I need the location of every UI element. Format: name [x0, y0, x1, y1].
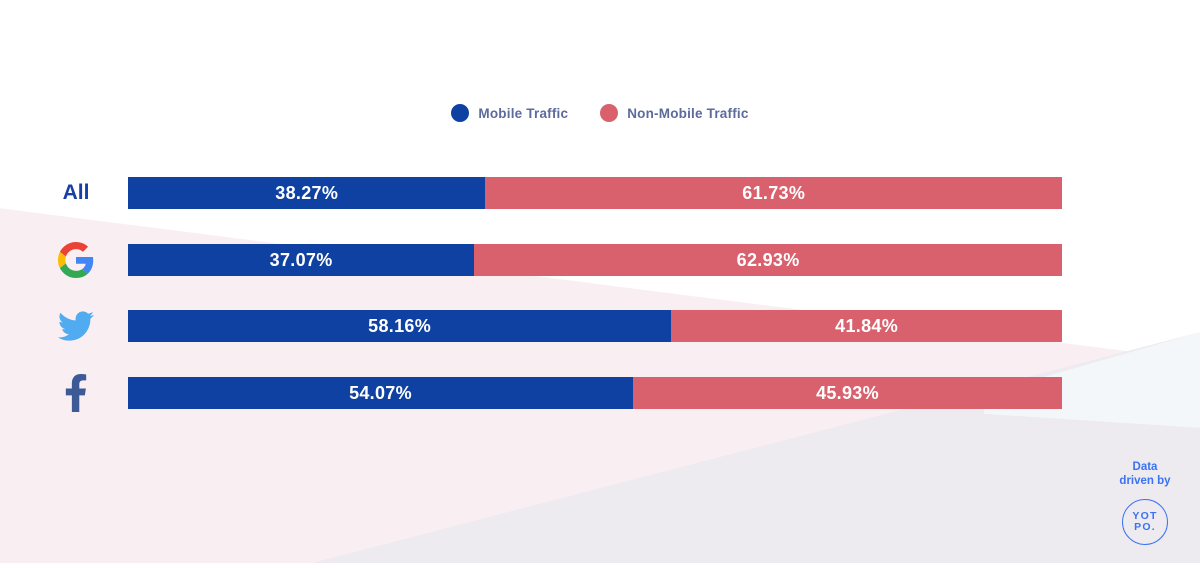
row-label-facebook — [30, 374, 122, 412]
segment-facebook-non-mobile-traffic[interactable]: 45.93% — [633, 377, 1062, 409]
value-label: 62.93% — [736, 249, 800, 270]
facebook-icon — [65, 374, 87, 412]
yotpo-credit: Data driven by YOT PO. — [1095, 460, 1195, 545]
segment-all-non-mobile-traffic[interactable]: 61.73% — [485, 177, 1062, 209]
segment-facebook-mobile-traffic[interactable]: 54.07% — [128, 377, 633, 409]
value-label: 37.07% — [269, 249, 333, 270]
chart-row-facebook: 54.07% 45.93% — [0, 374, 1200, 412]
stacked-bar-all: 38.27% 61.73% — [128, 177, 1062, 209]
credit-line-1: Data — [1132, 461, 1158, 473]
row-label-twitter — [30, 310, 122, 342]
value-label: 58.16% — [368, 315, 432, 336]
segment-twitter-mobile-traffic[interactable]: 58.16% — [128, 310, 672, 342]
segment-all-mobile-traffic[interactable]: 38.27% — [128, 177, 486, 209]
legend-label: Non-Mobile Traffic — [627, 105, 749, 121]
google-icon — [58, 242, 94, 278]
chart-row-all: All 38.27% 61.73% — [0, 177, 1200, 209]
value-label: 41.84% — [835, 315, 899, 336]
twitter-icon — [58, 311, 94, 341]
chart-row-google: 37.07% 62.93% — [0, 242, 1200, 278]
stacked-bar-google: 37.07% 62.93% — [128, 244, 1062, 276]
value-label: 61.73% — [742, 182, 806, 203]
yotpo-logo: YOT PO. — [1122, 498, 1168, 545]
credit-line-2: driven by — [1119, 475, 1171, 488]
legend-item-mobile-traffic[interactable]: Mobile Traffic — [451, 104, 568, 122]
stacked-bar-twitter: 58.16% 41.84% — [128, 310, 1062, 342]
segment-google-mobile-traffic[interactable]: 37.07% — [128, 244, 475, 276]
legend-dot-icon — [451, 104, 470, 122]
legend-dot-icon — [600, 104, 619, 122]
row-label-all: All — [30, 177, 122, 209]
credit-text: Data driven by — [1119, 460, 1170, 489]
value-label: 45.93% — [816, 382, 879, 403]
yotpo-logo-text-1: YOT — [1132, 509, 1158, 522]
row-label-text-all: All — [62, 181, 90, 204]
value-label: 54.07% — [349, 382, 412, 403]
yotpo-logo-text-2: PO. — [1134, 520, 1156, 533]
segment-google-non-mobile-traffic[interactable]: 62.93% — [474, 244, 1062, 276]
legend-item-non-mobile-traffic[interactable]: Non-Mobile Traffic — [600, 104, 748, 122]
chart-legend: Mobile Traffic Non-Mobile Traffic — [0, 104, 1200, 122]
value-label: 38.27% — [275, 182, 339, 203]
stacked-bar-facebook: 54.07% 45.93% — [128, 377, 1062, 409]
chart-row-twitter: 58.16% 41.84% — [0, 310, 1200, 342]
row-label-google — [30, 242, 122, 278]
segment-twitter-non-mobile-traffic[interactable]: 41.84% — [671, 310, 1062, 342]
legend-label: Mobile Traffic — [478, 105, 569, 121]
